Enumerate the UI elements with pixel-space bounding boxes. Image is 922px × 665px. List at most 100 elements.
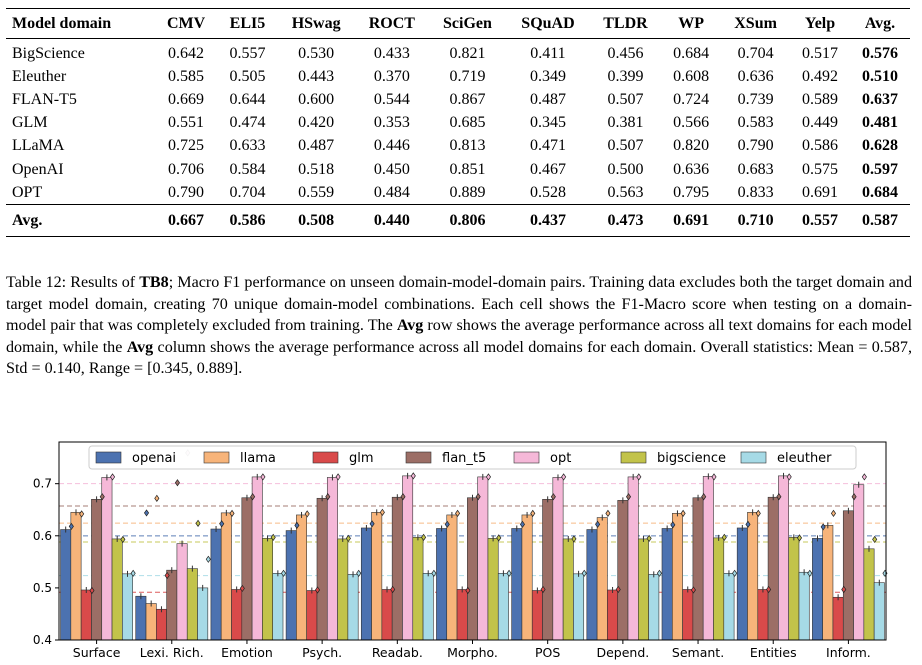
- marker-eleuther-2: [280, 569, 287, 577]
- bar-openai-7: [586, 529, 598, 641]
- bar-eleuther-3: [347, 574, 359, 641]
- table-cell: 0.575: [802, 160, 839, 178]
- marker-opt-4: [410, 472, 416, 480]
- bar-eleuther-5: [497, 573, 509, 641]
- bar-openai-6: [511, 528, 523, 641]
- table-cell: 0.710: [721, 204, 791, 238]
- col-header-scigen: SciGen: [428, 8, 507, 39]
- bar-flan_t5-5: [467, 497, 478, 641]
- y-tick-label: 0.7: [33, 477, 52, 491]
- caption-text-1: Table 12: Results of: [6, 274, 140, 291]
- bar-eleuther-7: [648, 574, 660, 641]
- bar-llama-6: [521, 514, 533, 641]
- bar-opt-1: [176, 543, 188, 641]
- bar-bigscience-4: [412, 537, 424, 641]
- marker-glm-1: [164, 571, 170, 580]
- table-cell: 0.586: [802, 137, 839, 155]
- marker-llama-5: [455, 509, 461, 517]
- table-cell: 0.585: [168, 67, 205, 85]
- col-header-yelp: Yelp: [790, 8, 850, 39]
- row-avg-cell: 0.510: [862, 67, 898, 85]
- legend-label-eleuther: eleuther: [777, 451, 832, 466]
- bar-flan_t5-3: [316, 497, 328, 641]
- row-avg-cell: 0.481: [862, 114, 898, 132]
- bar-eleuther-8: [723, 573, 735, 641]
- marker-opt-3: [335, 473, 341, 481]
- marker-opt-10: [861, 473, 867, 481]
- marker-glm-4: [390, 585, 396, 594]
- row-avg-cell: 0.637: [862, 90, 898, 108]
- bar-llama-8: [671, 513, 683, 641]
- marker-llama-9: [755, 509, 761, 517]
- table-row: LLaMA 0.725 0.633 0.487 0.446 0.813 0.471 0.507…: [6, 135, 910, 158]
- table-cell: 0.633: [229, 137, 266, 155]
- x-tick-label: Readab.: [372, 645, 423, 660]
- bar-flan_t5-2: [241, 497, 253, 641]
- marker-bigscience-3: [345, 534, 351, 543]
- table-caption: Table 12: Results of TB8; Macro F1 perfo…: [6, 272, 912, 380]
- bar-eleuther-2: [272, 573, 284, 641]
- marker-openai-1: [144, 509, 150, 517]
- table-cell: 0.420: [298, 114, 335, 132]
- bar-flan_t5-1: [166, 569, 178, 641]
- marker-openai-4: [369, 520, 375, 528]
- bar-flan_t5-9: [767, 496, 779, 641]
- bar-glm-0: [80, 589, 92, 641]
- x-tick-label: Inform.: [826, 645, 871, 660]
- table-cell: 0.600: [298, 90, 335, 108]
- marker-bigscience-1: [195, 519, 201, 527]
- table-cell: 0.487: [298, 137, 335, 155]
- caption-text-4: column shows the average performance acr…: [6, 338, 912, 378]
- marker-openai-3: [294, 521, 300, 529]
- bar-openai-8: [661, 528, 673, 641]
- legend-swatch-opt: [513, 451, 540, 464]
- bar-glm-3: [306, 590, 318, 641]
- table-row: OPT 0.790 0.704 0.559 0.484 0.889 0.528 0.563 0.…: [6, 181, 910, 205]
- marker-eleuther-5: [506, 569, 512, 577]
- legend-label-opt: opt: [550, 451, 571, 466]
- bar-flan_t5-7: [617, 500, 629, 641]
- col-header-avg: Avg.: [850, 8, 910, 39]
- marker-opt-7: [636, 473, 642, 481]
- table-cell: 0.851: [449, 160, 486, 178]
- row-avg-cell: 0.587: [850, 204, 910, 238]
- col-header-eli5: ELI5: [217, 8, 278, 39]
- table-cell: 0.867: [449, 90, 486, 108]
- bar-glm-4: [381, 589, 393, 641]
- row-label: LLaMA: [12, 137, 65, 155]
- marker-bigscience-8: [721, 533, 727, 541]
- caption-bold-tb8: TB8: [139, 274, 169, 291]
- bar-flan_t5-10: [842, 510, 854, 641]
- marker-opt-6: [561, 473, 567, 481]
- marker-glm-9: [766, 585, 772, 594]
- y-tick-label: 0.5: [33, 581, 52, 595]
- table-cell: 0.443: [298, 67, 335, 85]
- table-cell: 0.411: [530, 44, 566, 62]
- bar-openai-1: [135, 595, 147, 641]
- table-cell: 0.636: [673, 160, 710, 178]
- row-label: OPT: [12, 183, 43, 201]
- table-cell: 0.517: [802, 44, 839, 62]
- marker-flan_t5-10: [851, 493, 857, 501]
- row-avg-cell: 0.684: [862, 183, 898, 201]
- marker-llama-3: [304, 510, 310, 518]
- table-body: BigScience 0.642 0.557 0.530 0.433 0.821 0.411…: [6, 39, 910, 238]
- table-cell: 0.813: [449, 137, 486, 155]
- table-cell: 0.508: [277, 204, 355, 238]
- marker-glm-6: [540, 585, 546, 594]
- col-header-tldr: TLDR: [589, 8, 662, 39]
- bar-bigscience-0: [111, 538, 123, 641]
- table-cell: 0.467: [529, 160, 566, 178]
- bar-opt-5: [477, 476, 489, 641]
- marker-flan_t5-5: [475, 493, 481, 501]
- bar-flan_t5-0: [91, 499, 103, 641]
- bar-bigscience-10: [863, 548, 875, 641]
- marker-glm-2: [239, 584, 245, 593]
- table-cell: 0.589: [802, 90, 839, 108]
- marker-llama-7: [605, 509, 611, 517]
- table-cell: 0.706: [168, 160, 205, 178]
- marker-openai-7: [595, 520, 601, 528]
- bar-opt-9: [778, 475, 789, 641]
- table-cell: 0.559: [298, 183, 335, 201]
- marker-flan_t5-3: [325, 493, 331, 501]
